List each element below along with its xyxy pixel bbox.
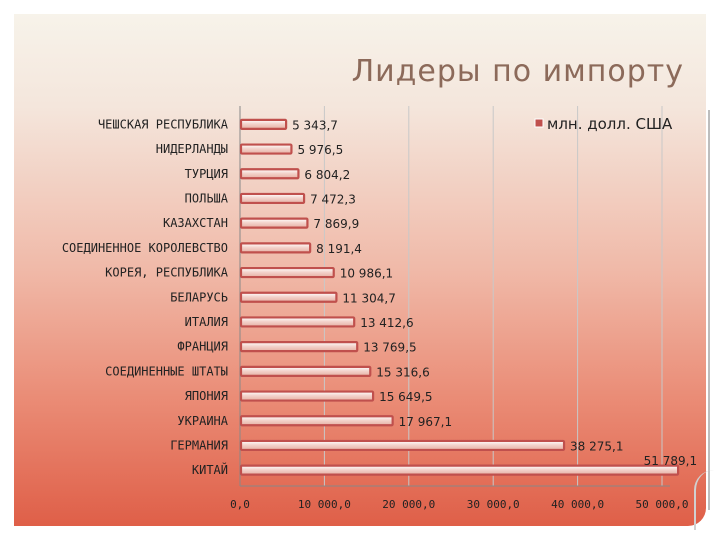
bars: [239, 118, 680, 476]
x-tick-label: 50 000,0: [636, 498, 689, 511]
category-label: БЕЛАРУСЬ: [170, 290, 228, 304]
category-label: ПОЛЬША: [185, 191, 229, 205]
bar: [239, 217, 309, 229]
x-tick-label: 10 000,0: [298, 498, 351, 511]
category-label: СОЕДИНЕННОЕ КОРОЛЕВСТВО: [62, 241, 228, 255]
bar: [239, 192, 306, 205]
category-label: ЯПОНИЯ: [185, 389, 228, 403]
value-label: 38 275,1: [570, 439, 623, 453]
category-label: ТУРЦИЯ: [185, 167, 228, 181]
value-labels: 5 343,7 5 976,5 6 804,2 7 472,3 7 869,9 8 191…: [292, 118, 697, 468]
value-label: 7 869,9: [313, 217, 359, 231]
bar: [239, 242, 312, 254]
value-label: 15 316,6: [376, 365, 429, 379]
decorative-arc: [694, 470, 720, 530]
value-label: 13 769,5: [363, 341, 416, 355]
x-tick-label: 30 000,0: [467, 498, 520, 511]
legend-swatch: [534, 118, 544, 128]
x-tick-labels: 0,0 10 000,0 20 000,0 30 000,0 40 000,0 50 00…: [230, 498, 688, 511]
value-label: 51 789,1: [644, 454, 697, 468]
x-tick-label: 40 000,0: [551, 498, 604, 511]
category-label: ГЕРМАНИЯ: [170, 438, 228, 452]
category-label: НИДЕРЛАНДЫ: [156, 142, 228, 156]
bar: [239, 316, 356, 328]
category-label: КОРЕЯ, РЕСПУБЛИКА: [105, 266, 229, 280]
value-label: 11 304,7: [342, 291, 395, 305]
bar: [239, 365, 372, 377]
value-label: 5 343,7: [292, 118, 338, 132]
value-label: 5 976,5: [297, 143, 343, 157]
category-label: ИТАЛИЯ: [185, 315, 228, 329]
value-label: 15 649,5: [379, 390, 432, 404]
value-label: 7 472,3: [310, 192, 356, 206]
bar: [239, 390, 375, 402]
legend-label: млн. долл. США: [547, 115, 673, 133]
slide-title: Лидеры по импорту: [351, 54, 684, 89]
category-label: УКРАИНА: [177, 414, 228, 428]
category-labels: ЧЕШСКАЯ РЕСПУБЛИКА НИДЕРЛАНДЫ ТУРЦИЯ ПОЛЬША…: [62, 117, 229, 477]
category-label: ФРАНЦИЯ: [177, 340, 228, 354]
value-label: 13 412,6: [360, 316, 413, 330]
category-label: СОЕДИНЕННЫЕ ШТАТЫ: [105, 364, 228, 378]
category-label: КАЗАХСТАН: [163, 216, 228, 230]
bar: [239, 415, 394, 427]
bar: [239, 168, 300, 180]
value-label: 17 967,1: [399, 415, 452, 429]
legend: млн. долл. США: [534, 115, 673, 133]
value-label: 10 986,1: [340, 267, 393, 281]
x-tick-label: 0,0: [230, 498, 250, 511]
category-label: КИТАЙ: [192, 462, 228, 477]
grid-lines: [323, 106, 663, 486]
bar: [239, 439, 566, 452]
bar: [239, 143, 293, 155]
value-label: 8 191,4: [316, 242, 362, 256]
x-tick-label: 20 000,0: [382, 498, 435, 511]
decorative-line: [708, 110, 710, 510]
bar: [239, 341, 359, 353]
bar: [239, 266, 335, 279]
bar: [239, 118, 288, 130]
category-label: ЧЕШСКАЯ РЕСПУБЛИКА: [98, 117, 229, 131]
bar: [239, 464, 680, 476]
bar: [239, 291, 338, 303]
value-label: 6 804,2: [304, 168, 350, 182]
